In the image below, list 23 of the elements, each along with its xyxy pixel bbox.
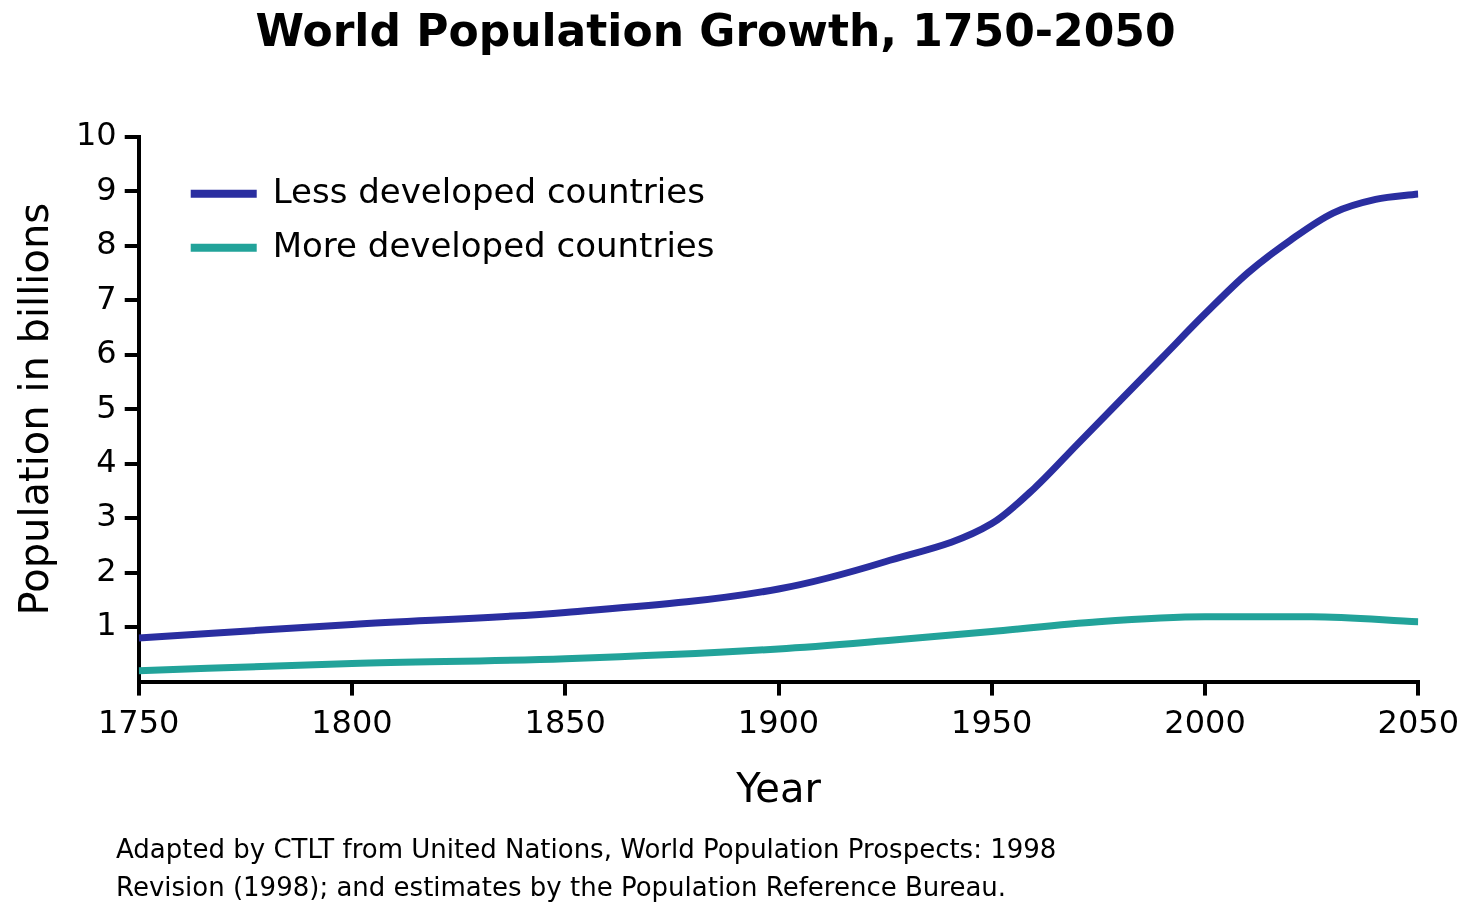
y-tick-label: 6 <box>96 333 117 372</box>
y-tick-label: 3 <box>96 496 117 535</box>
x-tick-label: 1800 <box>311 703 393 742</box>
y-tick-label: 7 <box>96 278 117 317</box>
y-tick-label: 2 <box>96 550 117 589</box>
y-tick-label: 9 <box>96 169 117 208</box>
x-tick-label: 1850 <box>524 703 606 742</box>
chart-title: World Population Growth, 1750-2050 <box>255 4 1176 56</box>
y-axis-title: Population in billions <box>11 202 58 616</box>
x-tick-label: 1950 <box>951 703 1033 742</box>
text: Adapted by CTLT from United Nations, World Population Prospects: 1998 Revision (1998); and estimates by the Population Reference Bureau. <box>116 833 1058 903</box>
y-tick-label: 5 <box>96 387 117 426</box>
x-tick-label: 2000 <box>1164 703 1246 742</box>
y-tick-label: 4 <box>96 441 117 480</box>
x-tick-label: 2050 <box>1377 703 1459 742</box>
y-tick-label: 10 <box>76 115 117 154</box>
y-tick-label: 1 <box>96 605 117 644</box>
legend-label: More developed countries <box>272 224 715 265</box>
x-tick-label: 1750 <box>98 703 180 742</box>
y-tick-label: 8 <box>96 224 117 263</box>
x-axis-title: Year <box>735 765 822 812</box>
legend-label: Less developed countries <box>272 170 705 211</box>
x-tick-label: 1900 <box>737 703 820 742</box>
